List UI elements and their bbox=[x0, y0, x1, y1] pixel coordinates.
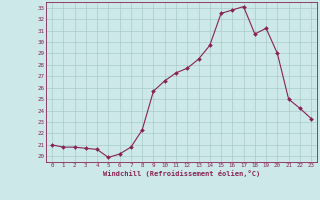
X-axis label: Windchill (Refroidissement éolien,°C): Windchill (Refroidissement éolien,°C) bbox=[103, 170, 260, 177]
